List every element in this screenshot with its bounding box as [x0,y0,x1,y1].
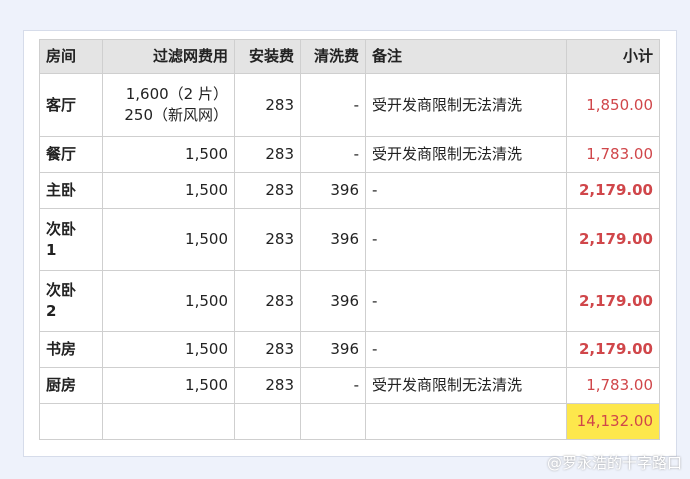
table-row: 次卧 1 1,500 283 396-2,179.00 [39,208,660,271]
watermark: @罗永浩的十字路口 [546,454,682,472]
filter-line2: 250（新风网） [124,106,228,124]
table-row: 厨房 1,500 283- 受开发商限制无法清洗 1,783.00 [39,367,660,404]
col-clean: 清洗费 [300,39,366,74]
note: 受开发商限制无法清洗 [365,367,567,404]
install: 283 [234,270,301,332]
filter-line1: 1,600（2 片） [125,85,228,103]
install: 283 [234,136,301,173]
empty-cell [234,403,301,440]
clean: 396 [300,270,366,332]
table-row: 客厅 1,600（2 片） 250（新风网） 283 - 受开发商限制无法清洗 1… [39,73,660,137]
subtotal: 1,783.00 [566,367,660,404]
empty-cell [300,403,366,440]
room-line1: 次卧 [46,281,77,299]
filter-cost: 1,500 [102,367,235,404]
table-row: 餐厅 1,500 283- 受开发商限制无法清洗 1,783.00 [39,136,660,173]
note: - [365,331,567,368]
install: 283 [234,367,301,404]
clean: 396 [300,331,366,368]
table-row: 书房 1,500 283 396-2,179.00 [39,331,660,368]
filter-cost: 1,500 [102,208,235,271]
grand-total: 14,132.00 [566,403,660,440]
room-line2: 1 [46,240,57,259]
col-subtotal: 小计 [566,39,660,74]
table-row: 主卧 1,500 283 396-2,179.00 [39,172,660,209]
col-filter: 过滤网费用 [102,39,235,74]
subtotal: 1,850.00 [566,73,660,137]
total-row: 14,132.00 [39,403,660,440]
col-room: 房间 [39,39,103,74]
clean: - [300,367,366,404]
col-note: 备注 [365,39,567,74]
table-card: 房间 过滤网费用 安装费 清洗费 备注 小计 客厅 1,600（2 片） 250（… [23,30,677,457]
room-line2: 2 [46,302,57,320]
clean: - [300,73,366,137]
room: 书房 [39,331,103,368]
room: 次卧 1 [39,208,103,271]
room: 次卧 2 [39,270,103,332]
note: - [365,172,567,209]
install: 283 [234,331,301,368]
room: 客厅 [39,73,103,137]
subtotal: 1,783.00 [566,136,660,173]
cost-table: 房间 过滤网费用 安装费 清洗费 备注 小计 客厅 1,600（2 片） 250（… [39,39,660,440]
empty-cell [102,403,235,440]
header-row: 房间 过滤网费用 安装费 清洗费 备注 小计 [39,39,660,74]
room: 餐厅 [39,136,103,173]
clean: - [300,136,366,173]
clean: 396 [300,208,366,271]
subtotal: 2,179.00 [566,270,660,332]
install: 283 [234,172,301,209]
subtotal: 2,179.00 [566,172,660,209]
room: 主卧 [39,172,103,209]
col-install: 安装费 [234,39,301,74]
install: 283 [234,208,301,271]
filter-cost: 1,500 [102,270,235,332]
empty-cell [39,403,103,440]
filter-cost: 1,500 [102,136,235,173]
filter-cost: 1,500 [102,172,235,209]
note: - [365,270,567,332]
filter-cost: 1,600（2 片） 250（新风网） [102,73,235,137]
room-line1: 次卧 [46,219,77,238]
note: - [365,208,567,271]
note: 受开发商限制无法清洗 [365,73,567,137]
subtotal: 2,179.00 [566,331,660,368]
clean: 396 [300,172,366,209]
table-row: 次卧 2 1,500 283 396-2,179.00 [39,270,660,332]
note: 受开发商限制无法清洗 [365,136,567,173]
install: 283 [234,73,301,137]
subtotal: 2,179.00 [566,208,660,271]
empty-cell [365,403,567,440]
room: 厨房 [39,367,103,404]
filter-cost: 1,500 [102,331,235,368]
